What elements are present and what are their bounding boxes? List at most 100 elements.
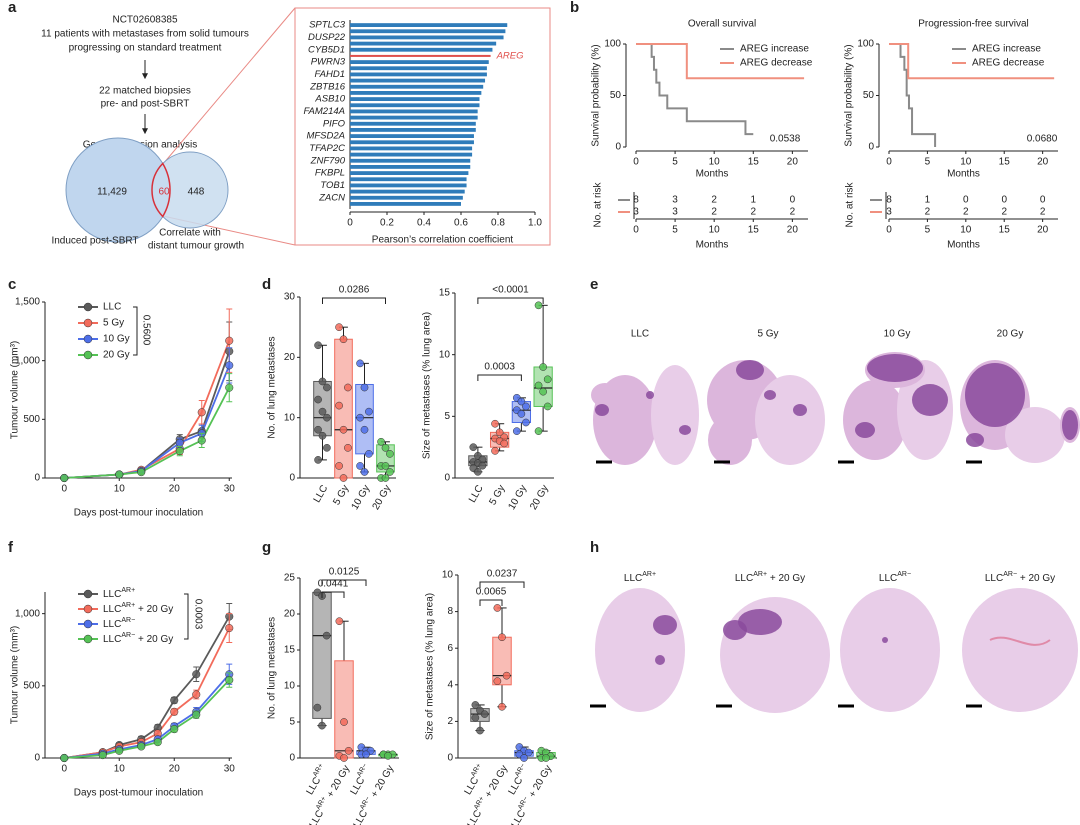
legend-marker <box>83 589 93 599</box>
image-label: 5 Gy <box>757 329 778 340</box>
significance-bracket <box>322 297 386 304</box>
panel-label: b <box>570 0 579 16</box>
text-part: AR+ <box>753 571 767 578</box>
point <box>543 375 552 384</box>
bar <box>350 171 469 175</box>
x-axis-label: Months <box>947 169 980 180</box>
point <box>318 431 327 440</box>
risk-count: 1 <box>750 195 756 206</box>
point <box>339 425 348 434</box>
risk-count: 2 <box>925 207 931 218</box>
x-tick-label: 20 <box>1037 157 1049 168</box>
x-tick-label: 0 <box>633 225 639 236</box>
y-tick-label: 0 <box>34 753 40 764</box>
venn-overlap <box>151 162 171 218</box>
point <box>192 690 201 699</box>
x-tick-label: LLC <box>312 483 331 504</box>
risk-count: 0 <box>1001 195 1007 206</box>
panel-label: e <box>590 276 598 293</box>
text-part: LLC <box>307 808 326 825</box>
legend-label: AREG decrease <box>740 58 813 69</box>
chart: 0 500 1,000 Tumour volume (mm³) 0 10 20 30 Days … <box>10 587 236 798</box>
y-tick-label: 0 <box>289 473 295 484</box>
point <box>356 359 364 368</box>
y-tick-label: 500 <box>23 414 40 425</box>
histology-image <box>838 352 953 464</box>
text-part: + 20 Gy <box>525 763 554 801</box>
bar <box>350 29 506 34</box>
y-tick-label: 0 <box>289 753 295 764</box>
point <box>493 677 502 685</box>
legend-label: AREG increase <box>740 44 809 55</box>
point <box>542 754 550 762</box>
bar <box>350 35 504 40</box>
x-tick-label: 20 Gy <box>371 483 394 512</box>
x-axis-label: Days post-tumour inoculation <box>74 508 204 519</box>
point <box>175 446 184 456</box>
y-tick-label: 0 <box>447 753 453 764</box>
text-part: + 20 Gy <box>767 573 805 584</box>
x-tick-label: 0 <box>61 764 67 775</box>
bar <box>350 183 467 188</box>
y-tick-label: 10 <box>284 681 296 692</box>
y-tick-label: 10 <box>439 349 451 360</box>
category-label: TOB1 <box>320 180 345 191</box>
point <box>323 413 331 422</box>
box <box>334 660 354 759</box>
category-label: DUSP22 <box>308 32 346 43</box>
risk-count: 3 <box>672 195 678 206</box>
point <box>478 461 487 470</box>
text-part: + 20 Gy <box>367 763 396 801</box>
point <box>314 456 322 464</box>
y-tick-label: 10 <box>284 412 296 423</box>
point <box>381 443 390 452</box>
text-part: AR− <box>897 571 911 578</box>
point <box>335 323 343 332</box>
histology-image <box>960 360 1080 464</box>
point <box>360 468 369 476</box>
point <box>495 428 504 437</box>
histology-image <box>590 588 685 712</box>
y-tick-label: 50 <box>610 90 622 101</box>
y-tick-label: 0 <box>34 473 40 484</box>
text-part: + 20 Gy <box>135 604 173 615</box>
y-tick-label: 0 <box>444 473 450 484</box>
text-part: LLC <box>735 573 753 584</box>
risk-count: 2 <box>711 195 717 206</box>
venn-count: 60 <box>158 187 170 198</box>
point <box>471 701 480 709</box>
histology-e: LLC 5 Gy 10 Gy 20 Gy <box>591 329 1080 465</box>
histology-image <box>962 588 1078 712</box>
point <box>471 713 480 722</box>
x-tick-label: 15 <box>748 157 760 168</box>
x-tick-label: 0 <box>633 157 639 168</box>
y-tick-label: 30 <box>284 292 296 303</box>
y-tick-label: 6 <box>447 643 453 654</box>
point <box>323 443 331 452</box>
legend-label: 5 Gy <box>103 318 124 329</box>
x-tick-label: 5 <box>925 157 931 168</box>
y-tick-label: 0 <box>615 142 621 153</box>
legend-label: 10 Gy <box>103 334 130 345</box>
point <box>197 436 206 445</box>
x-tick-label: 5 Gy <box>331 483 351 507</box>
image-label: LLCAR+ + 20 Gy <box>735 571 805 583</box>
point <box>318 407 327 416</box>
text-part: LLC <box>462 775 481 796</box>
text-part: LLC <box>103 634 121 645</box>
histology-image <box>838 588 940 712</box>
legend-label: LLCAR+ + 20 Gy <box>103 602 173 614</box>
point <box>502 671 511 680</box>
bar <box>350 158 471 163</box>
bar <box>350 115 478 120</box>
text-part: LLC <box>348 775 367 796</box>
p-value: <0.0001 <box>492 285 529 296</box>
point <box>335 401 343 410</box>
point <box>192 670 201 679</box>
survival-curve <box>889 43 937 147</box>
text-part: + 20 Gy <box>323 763 352 801</box>
x-tick-label: 0 <box>347 218 353 229</box>
significance-bracket <box>479 599 503 606</box>
significance-bracket <box>321 591 345 598</box>
